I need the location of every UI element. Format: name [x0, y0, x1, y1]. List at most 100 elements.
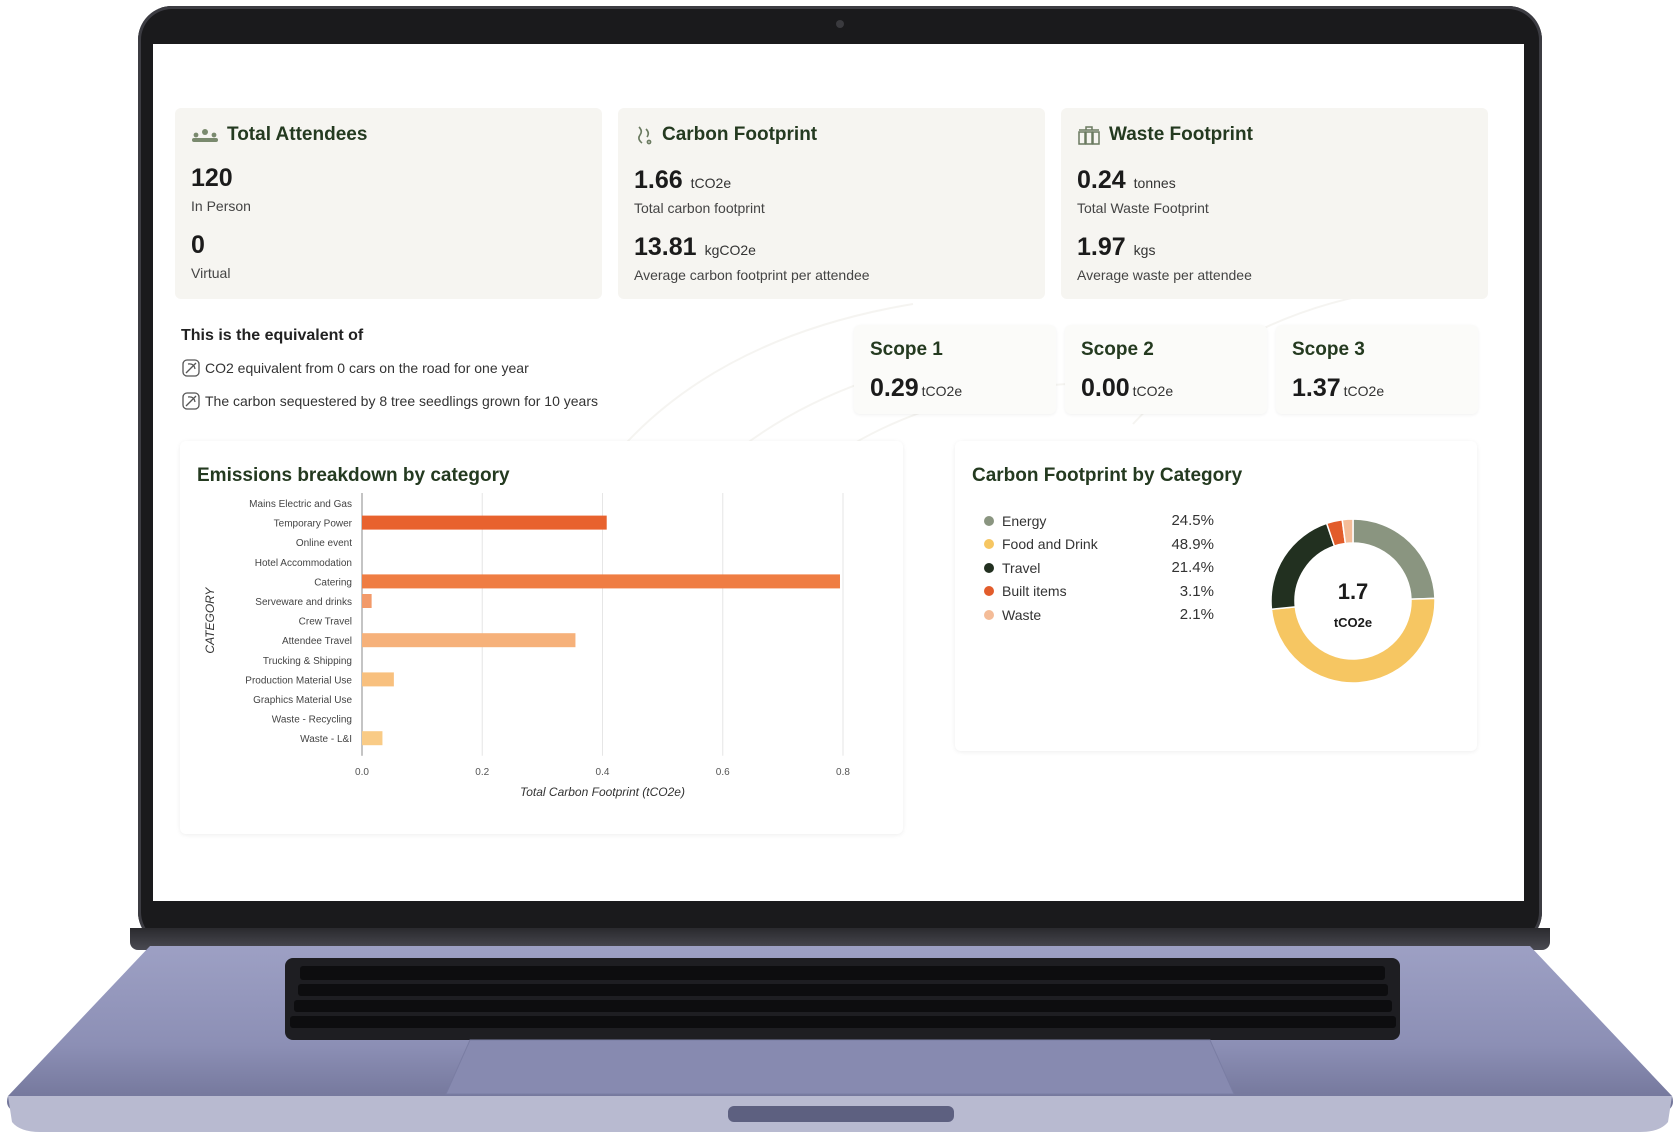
waste-card: Waste Footprint 0.24 tonnes Total Waste F… — [1061, 108, 1488, 299]
legend-percentage: 2.1% — [1179, 606, 1214, 624]
carbon-avg-unit: kgCO2e — [704, 242, 756, 258]
scope-1-card: Scope 1 0.29 tCO2e — [854, 325, 1056, 414]
leaf-icon — [182, 392, 200, 410]
legend-item: Travel 21.4% — [984, 556, 1224, 580]
carbon-card-title: Carbon Footprint — [634, 124, 817, 146]
carbon-total-unit: tCO2e — [690, 175, 732, 191]
scope-2-unit: tCO2e — [1132, 383, 1174, 399]
scope-3-unit: tCO2e — [1343, 383, 1385, 399]
category-label: Production Material Use — [245, 675, 352, 686]
legend-label: Food and Drink — [1002, 536, 1098, 553]
scope-1-title: Scope 1 — [870, 339, 943, 360]
carbon-avg-row: 13.81 kgCO2e — [634, 233, 756, 262]
legend-item: Food and Drink 48.9% — [984, 533, 1224, 557]
footprint-icon — [638, 126, 652, 145]
carbon-card: Carbon Footprint 1.66 tCO2e Total carbon … — [618, 108, 1045, 299]
bar — [362, 574, 840, 589]
category-label: Waste - L&I — [300, 734, 352, 745]
equivalent-heading: This is the equivalent of — [181, 327, 364, 344]
category-label: Online event — [296, 538, 352, 549]
category-label: Catering — [314, 577, 352, 588]
in-person-value: 120 — [191, 164, 233, 192]
category-label: Temporary Power — [274, 519, 353, 530]
emissions-panel-title: Emissions breakdown by category — [197, 465, 510, 486]
waste-title-text: Waste Footprint — [1109, 124, 1253, 145]
legend-item: Built items 3.1% — [984, 580, 1224, 604]
bar — [362, 633, 576, 648]
scope-2-row: 0.00 tCO2e — [1081, 374, 1173, 403]
carbon-total-label: Total carbon footprint — [634, 200, 765, 216]
laptop-hinge — [130, 928, 1550, 950]
legend-label: Travel — [1002, 559, 1041, 576]
equivalent-item-cars: CO2 equivalent from 0 cars on the road f… — [181, 358, 529, 378]
bar — [362, 594, 372, 608]
screen: Total Attendees 120 In Person 0 Virtual … — [153, 44, 1524, 901]
x-tick-label: 0.2 — [475, 767, 489, 778]
legend-label: Energy — [1002, 512, 1047, 529]
carbon-avg-label: Average carbon footprint per attendee — [634, 267, 870, 283]
scope-2-value: 0.00 — [1081, 374, 1130, 402]
x-tick-label: 0.8 — [836, 767, 850, 778]
legend-percentage: 24.5% — [1171, 512, 1214, 530]
donut-slice — [1270, 597, 1436, 684]
bar — [362, 672, 394, 687]
scope-1-unit: tCO2e — [921, 383, 963, 399]
category-donut-chart: 1.7 tCO2e — [1270, 518, 1436, 684]
legend-percentage: 48.9% — [1171, 535, 1214, 553]
legend-swatch — [984, 539, 994, 550]
x-tick-label: 0.0 — [355, 767, 369, 778]
x-tick-label: 0.6 — [716, 767, 730, 778]
scope-3-row: 1.37 tCO2e — [1292, 374, 1384, 403]
waste-total-unit: tonnes — [1133, 175, 1176, 191]
category-label: Mains Electric and Gas — [249, 499, 352, 510]
category-panel: Carbon Footprint by Category Energy 24.5%… — [955, 441, 1477, 751]
scope-2-title: Scope 2 — [1081, 339, 1154, 360]
carbon-title-text: Carbon Footprint — [662, 124, 818, 145]
donut-slice — [1341, 518, 1354, 545]
category-label: Serveware and drinks — [255, 597, 352, 608]
legend-percentage: 21.4% — [1171, 559, 1214, 577]
donut-center-value: 1.7 — [1338, 579, 1369, 604]
category-label: Trucking & Shipping — [263, 656, 352, 667]
carbon-avg-value: 13.81 — [634, 233, 697, 261]
donut-center-unit: tCO2e — [1334, 615, 1372, 630]
attendees-card: Total Attendees 120 In Person 0 Virtual — [175, 108, 602, 299]
scope-3-card: Scope 3 1.37 tCO2e — [1276, 325, 1478, 414]
x-tick-label: 0.4 — [596, 767, 610, 778]
equivalent-item-trees: The carbon sequestered by 8 tree seedlin… — [181, 391, 598, 411]
legend-label: Waste — [1002, 606, 1042, 623]
equivalent-trees-text: The carbon sequestered by 8 tree seedlin… — [205, 393, 599, 409]
carbon-total-value: 1.66 — [634, 166, 683, 194]
attendees-card-title: Total Attendees — [191, 124, 367, 146]
laptop-base — [7, 946, 1673, 1132]
in-person-label: In Person — [191, 198, 251, 214]
legend-item: Waste 2.1% — [984, 603, 1224, 627]
legend-swatch — [984, 586, 994, 597]
waste-total-label: Total Waste Footprint — [1077, 200, 1209, 216]
legend-swatch — [984, 562, 994, 573]
bar — [362, 515, 607, 530]
bins-icon — [1078, 126, 1100, 145]
waste-avg-row: 1.97 kgs — [1077, 233, 1155, 262]
waste-avg-value: 1.97 — [1077, 233, 1126, 261]
waste-avg-unit: kgs — [1133, 242, 1156, 258]
legend-swatch — [984, 515, 994, 526]
waste-avg-label: Average waste per attendee — [1077, 267, 1252, 283]
scope-1-value: 0.29 — [870, 374, 919, 402]
y-axis-label: CATEGORY — [203, 587, 217, 654]
category-label: Crew Travel — [299, 617, 352, 628]
people-icon — [192, 129, 218, 142]
donut-slice — [1270, 522, 1336, 611]
virtual-value: 0 — [191, 231, 205, 259]
emissions-panel: Emissions breakdown by category 0.0 0.2 0.… — [180, 441, 903, 834]
category-label: Waste - Recycling — [272, 715, 352, 726]
bar — [362, 731, 383, 746]
category-panel-title: Carbon Footprint by Category — [972, 465, 1243, 486]
scope-2-card: Scope 2 0.00 tCO2e — [1065, 325, 1267, 414]
camera-icon — [836, 20, 844, 28]
legend-item: Energy 24.5% — [984, 509, 1224, 533]
scope-3-value: 1.37 — [1292, 374, 1341, 402]
legend-percentage: 3.1% — [1179, 582, 1214, 600]
equivalent-cars-text: CO2 equivalent from 0 cars on the road f… — [205, 360, 529, 376]
virtual-label: Virtual — [191, 265, 231, 281]
